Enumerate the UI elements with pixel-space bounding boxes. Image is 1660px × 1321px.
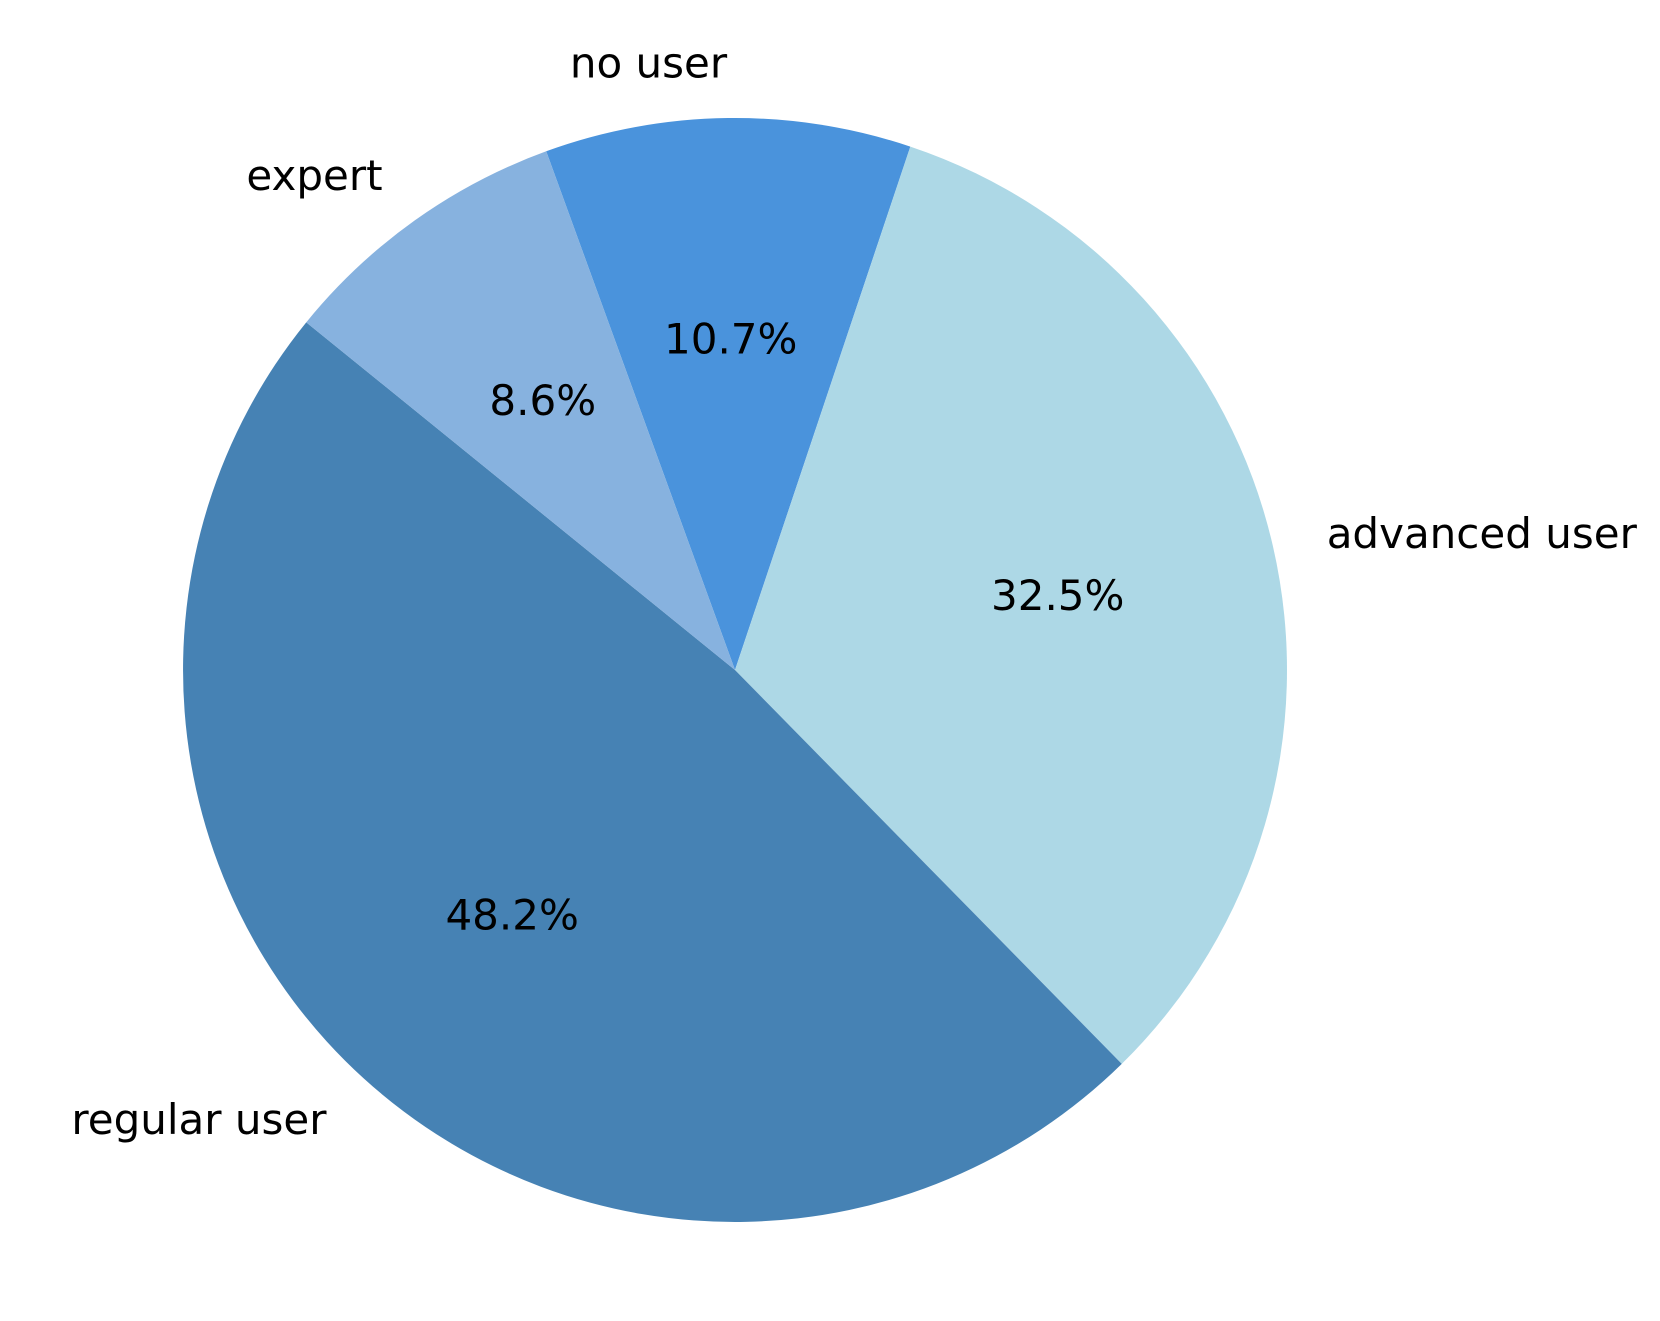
pie-labels: no user 10.7% advanced user 32.5% regular us… xyxy=(71,38,1637,1143)
slice-advanced-user xyxy=(735,146,1287,1064)
slice-expert xyxy=(306,151,735,671)
value-label-expert: 8.6% xyxy=(489,376,596,425)
value-label-regular-user: 48.2% xyxy=(445,891,578,940)
pie-slices xyxy=(183,118,1287,1222)
category-label-expert: expert xyxy=(246,151,382,200)
value-label-no-user: 10.7% xyxy=(664,314,797,363)
slice-no-user xyxy=(546,118,911,671)
category-label-advanced-user: advanced user xyxy=(1327,509,1638,558)
slice-regular-user xyxy=(183,322,1122,1222)
category-label-no-user: no user xyxy=(570,38,728,87)
value-label-advanced-user: 32.5% xyxy=(991,571,1124,620)
category-label-regular-user: regular user xyxy=(71,1095,327,1144)
